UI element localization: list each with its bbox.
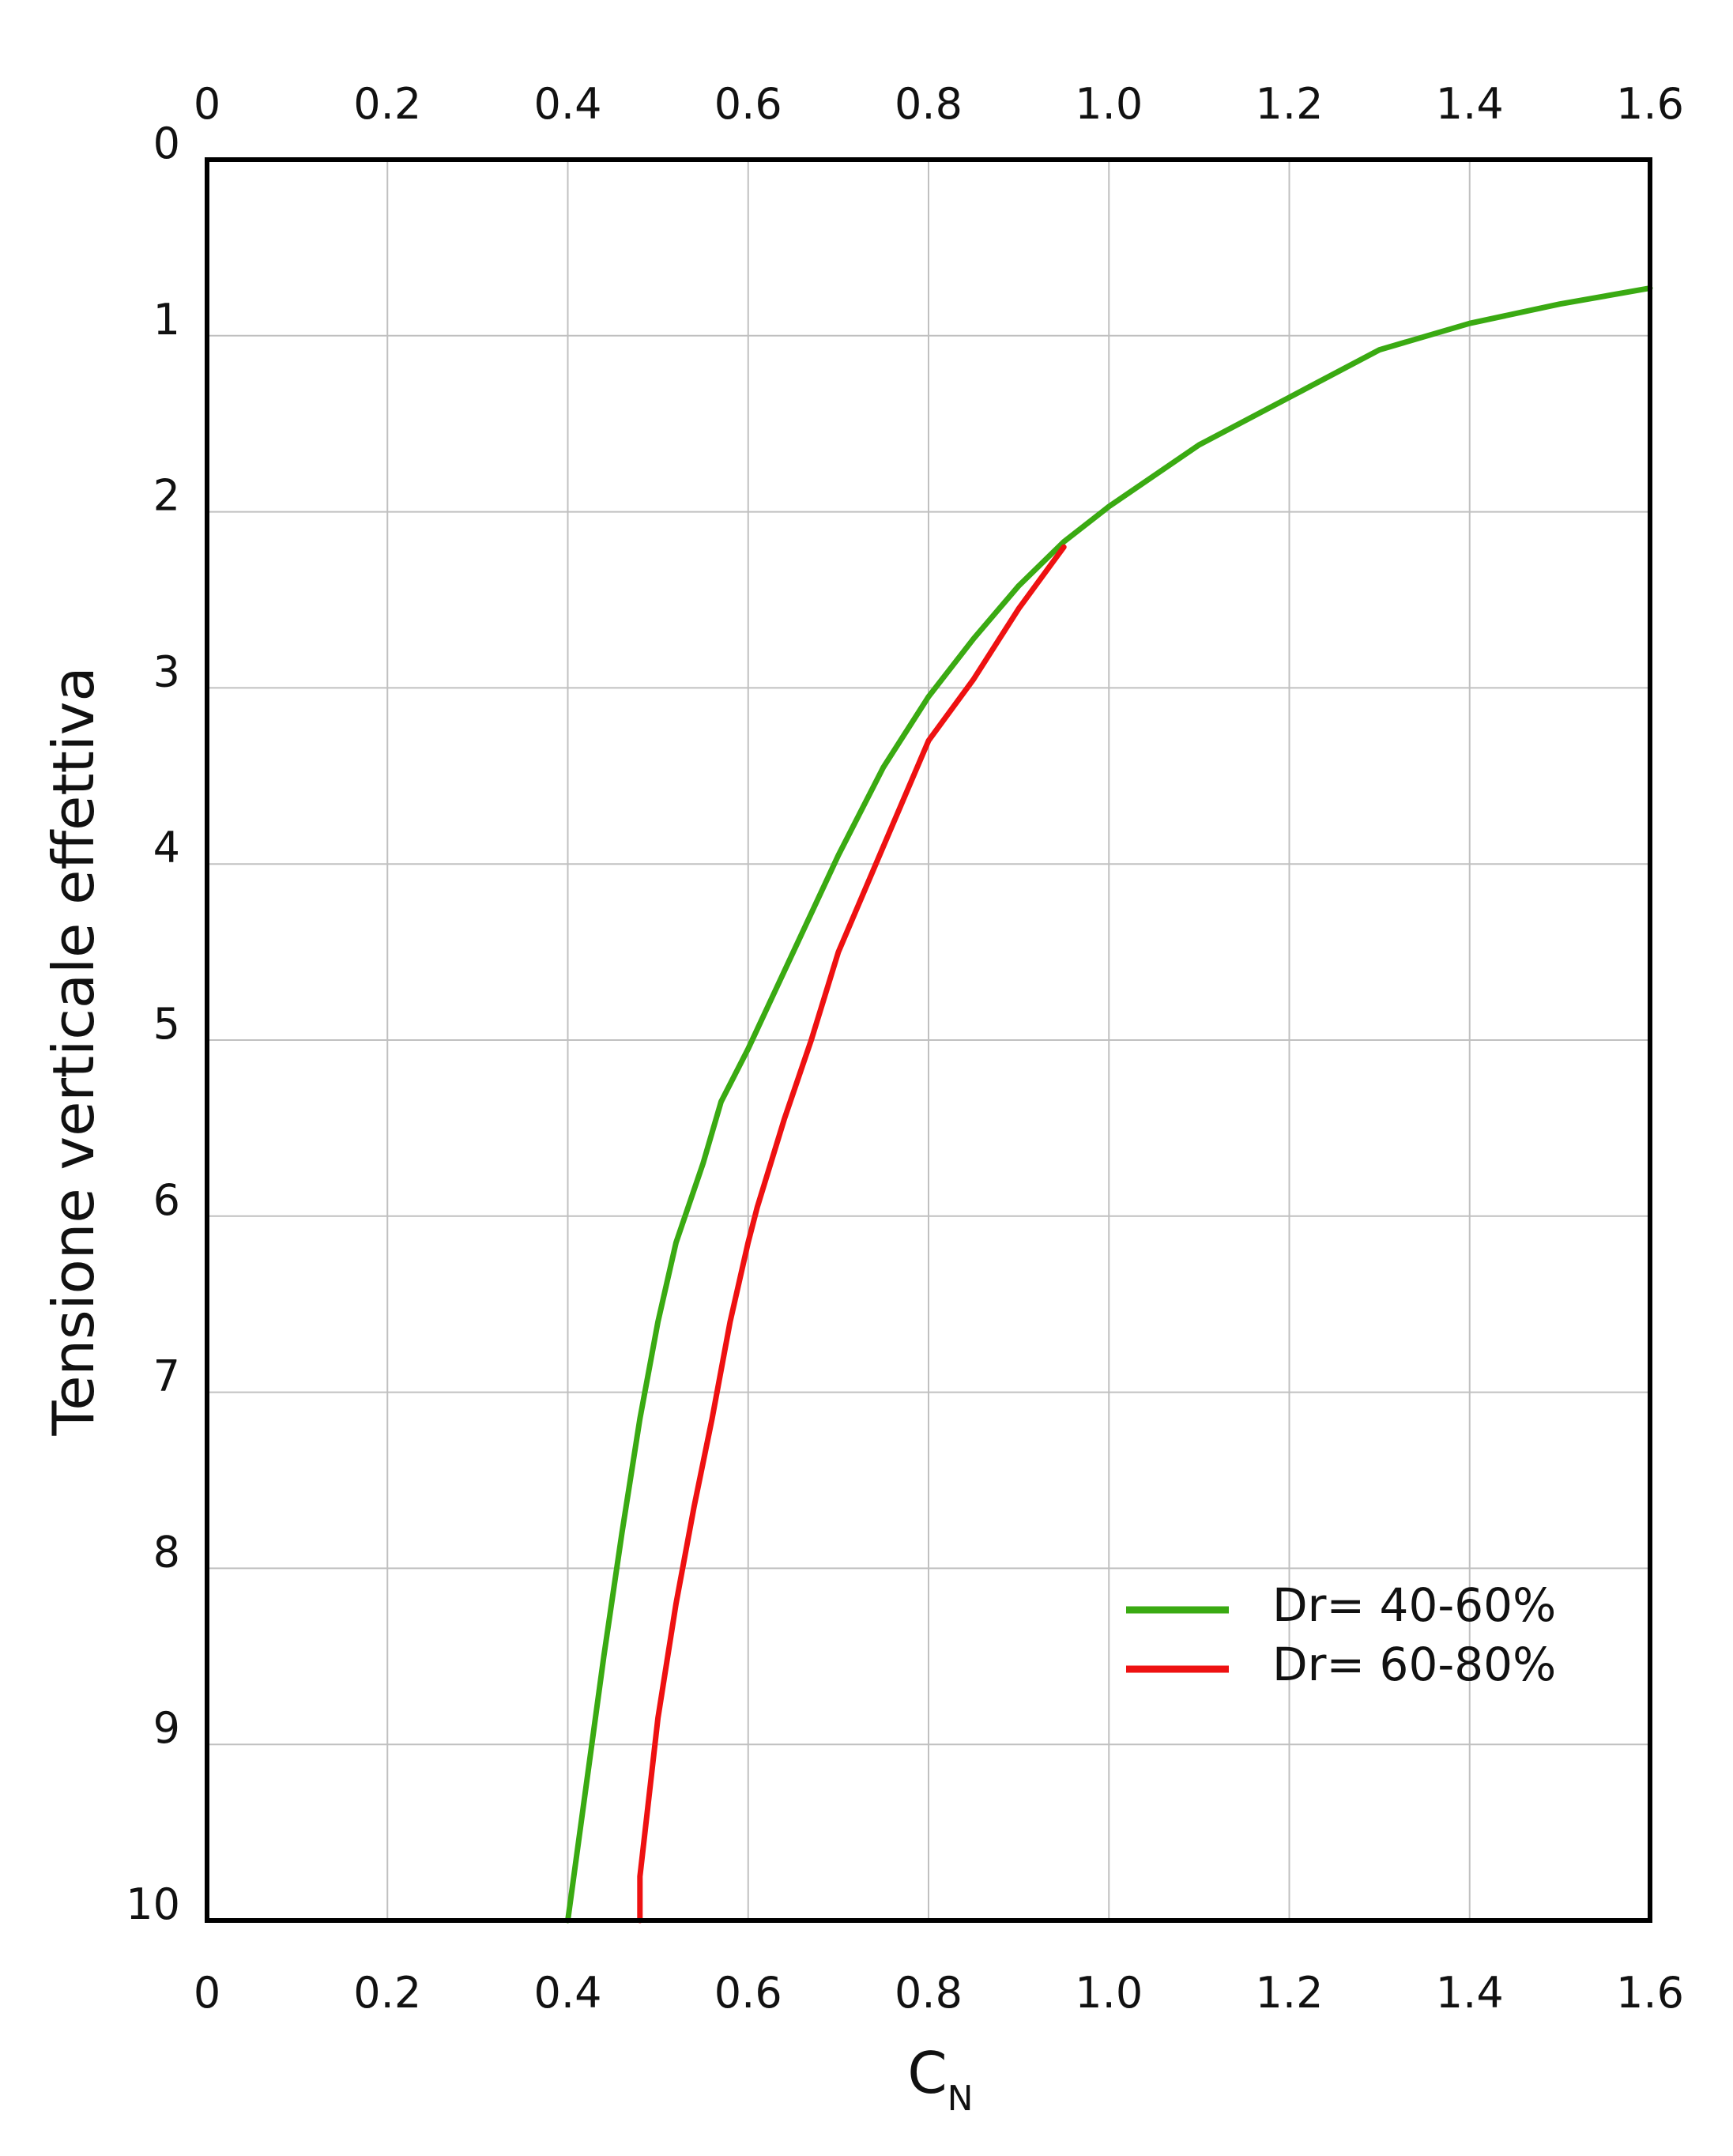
y-tick-label: 8 bbox=[153, 1527, 180, 1577]
x-tick-label-top: 0.4 bbox=[534, 79, 602, 129]
y-axis-title: Tensione verticale effettiva bbox=[40, 666, 107, 1436]
y-tick-label: 10 bbox=[126, 1879, 180, 1929]
plot-frame bbox=[205, 157, 1652, 1923]
series-lines bbox=[565, 285, 1653, 1924]
x-tick-label-top: 0.8 bbox=[895, 79, 963, 129]
x-tick-label-bottom: 0.4 bbox=[534, 1968, 602, 2018]
x-tick-label-top: 0.2 bbox=[353, 79, 421, 129]
legend-label-dr-60-80: Dr= 60-80% bbox=[1272, 1638, 1556, 1691]
x-tick-label-top: 1.6 bbox=[1616, 79, 1684, 129]
x-axis-title-subscript: N bbox=[947, 2079, 974, 2119]
y-tick-label: 5 bbox=[153, 999, 180, 1049]
x-tick-label-top: 1.4 bbox=[1436, 79, 1504, 129]
x-tick-label-bottom: 0.8 bbox=[895, 1968, 963, 2018]
series-line-dr-40-60 bbox=[565, 285, 1653, 1924]
x-tick-label-bottom: 0 bbox=[194, 1968, 220, 2018]
y-tick-label: 2 bbox=[153, 471, 180, 521]
y-tick-label: 0 bbox=[153, 119, 180, 168]
x-axis-title-main: C bbox=[907, 2040, 947, 2106]
x-axis-title: CN bbox=[907, 2040, 973, 2119]
series-line-dr-60-80 bbox=[637, 544, 1067, 1924]
x-tick-label-top: 0 bbox=[194, 79, 220, 129]
y-tick-label: 7 bbox=[153, 1351, 180, 1401]
x-tick-label-top: 0.6 bbox=[714, 79, 782, 129]
y-tick-label: 6 bbox=[153, 1175, 180, 1225]
y-tick-labels: 0 1 2 3 4 5 6 7 8 9 10 bbox=[126, 119, 180, 1929]
y-tick-label: 3 bbox=[153, 646, 180, 696]
x-tick-labels-top: 0 0.2 0.4 0.6 0.8 1.0 1.2 1.4 1.6 bbox=[194, 79, 1684, 129]
x-tick-label-bottom: 1.0 bbox=[1075, 1968, 1143, 2018]
y-tick-label: 1 bbox=[153, 295, 180, 345]
y-tick-label: 4 bbox=[153, 823, 180, 873]
x-tick-labels-bottom: 0 0.2 0.4 0.6 0.8 1.0 1.2 1.4 1.6 bbox=[194, 1968, 1684, 2018]
legend: Dr= 40-60% Dr= 60-80% bbox=[1126, 1578, 1556, 1691]
x-tick-label-bottom: 1.4 bbox=[1436, 1968, 1504, 2018]
x-tick-label-bottom: 1.2 bbox=[1256, 1968, 1324, 2018]
x-tick-label-bottom: 1.6 bbox=[1616, 1968, 1684, 2018]
x-tick-label-bottom: 0.6 bbox=[714, 1968, 782, 2018]
y-tick-label: 9 bbox=[153, 1703, 180, 1753]
legend-label-dr-40-60: Dr= 40-60% bbox=[1272, 1578, 1556, 1632]
x-tick-label-top: 1.2 bbox=[1256, 79, 1324, 129]
x-tick-label-bottom: 0.2 bbox=[353, 1968, 421, 2018]
x-tick-label-top: 1.0 bbox=[1075, 79, 1143, 129]
